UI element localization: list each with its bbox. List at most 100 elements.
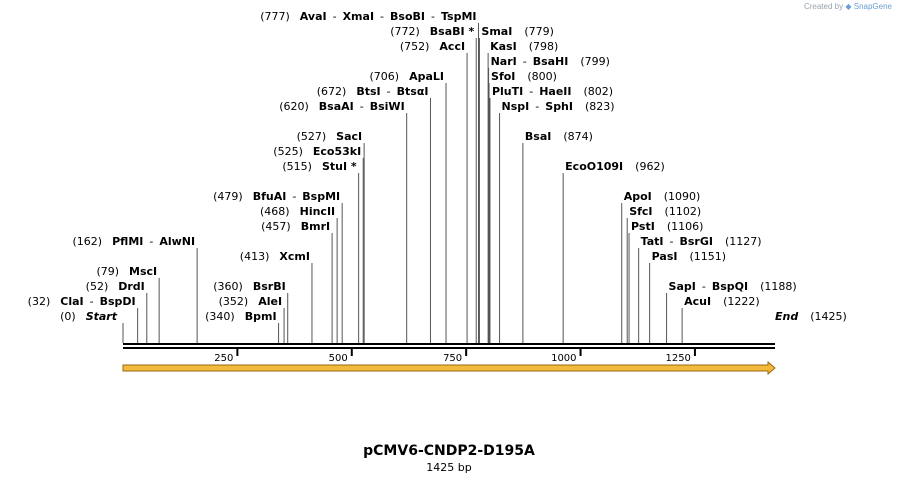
enzyme-name: AvaI bbox=[300, 10, 327, 23]
enzyme-name: ApaLI bbox=[409, 70, 444, 83]
credit-prefix: Created by bbox=[803, 2, 844, 11]
enzyme-name: BsaI bbox=[525, 130, 551, 143]
site-position-label: (706) bbox=[370, 70, 400, 83]
enzyme-name: NarI bbox=[491, 55, 517, 68]
enzyme-name: HaeII bbox=[539, 85, 571, 98]
scale-tick-label: 250 bbox=[214, 353, 233, 364]
site-position-label: (1102) bbox=[665, 205, 702, 218]
enzyme-name: HincII bbox=[300, 205, 336, 218]
site-position-label: (479) bbox=[213, 190, 243, 203]
scale-tick-label: 750 bbox=[443, 353, 462, 364]
enzyme-name: BsiWI bbox=[370, 100, 405, 113]
site-position-label: (413) bbox=[240, 250, 270, 263]
scale-tick-label: 500 bbox=[329, 353, 348, 364]
enzyme-name: XcmI bbox=[279, 250, 310, 263]
enzyme-separator: - bbox=[670, 235, 674, 248]
enzyme-name: XmaI bbox=[343, 10, 374, 23]
enzyme-name: SacI bbox=[336, 130, 362, 143]
enzyme-separator: - bbox=[360, 100, 364, 113]
site-position-label: (79) bbox=[96, 265, 119, 278]
enzyme-name: SfcI bbox=[629, 205, 652, 218]
site-position-label: (525) bbox=[273, 145, 303, 158]
site-position-label: (772) bbox=[390, 25, 420, 38]
snapgene-credit: Created by ◆ SnapGene bbox=[804, 2, 892, 11]
enzyme-name: BtsαI bbox=[397, 85, 429, 98]
enzyme-name: PstI bbox=[631, 220, 655, 233]
enzyme-name: BsaAI bbox=[319, 100, 354, 113]
enzyme-separator: - bbox=[535, 100, 539, 113]
site-position-label: (340) bbox=[205, 310, 235, 323]
enzyme-name: AleI bbox=[258, 295, 282, 308]
enzyme-name: Eco53kI bbox=[313, 145, 361, 158]
feature-arrow bbox=[122, 360, 776, 376]
enzyme-name: TspMI bbox=[441, 10, 477, 23]
enzyme-name: SfoI bbox=[491, 70, 515, 83]
scale-tick-label: 1000 bbox=[551, 353, 576, 364]
site-position-label: (1222) bbox=[723, 295, 760, 308]
enzyme-name: SapI bbox=[669, 280, 696, 293]
site-position-label: (527) bbox=[297, 130, 327, 143]
site-position-label: (515) bbox=[282, 160, 312, 173]
enzyme-name: Start bbox=[86, 310, 118, 323]
enzyme-separator: - bbox=[523, 55, 527, 68]
enzyme-name: AcuI bbox=[684, 295, 711, 308]
site-position-label: (799) bbox=[580, 55, 610, 68]
enzyme-name: StuI * bbox=[322, 160, 357, 173]
enzyme-name: BsrBI bbox=[253, 280, 286, 293]
enzyme-separator: - bbox=[702, 280, 706, 293]
enzyme-name: BspDI bbox=[100, 295, 136, 308]
site-position-label: (1425) bbox=[810, 310, 847, 323]
site-position-label: (962) bbox=[635, 160, 665, 173]
enzyme-name: BtsI bbox=[356, 85, 380, 98]
site-position-label: (672) bbox=[317, 85, 347, 98]
site-position-label: (457) bbox=[261, 220, 291, 233]
enzyme-name: PflMI bbox=[112, 235, 143, 248]
enzyme-name: BspQI bbox=[712, 280, 748, 293]
enzyme-name: BsoBI bbox=[390, 10, 425, 23]
enzyme-name: AlwNI bbox=[159, 235, 195, 248]
enzyme-name: BspMI bbox=[302, 190, 340, 203]
enzyme-name: MscI bbox=[129, 265, 157, 278]
enzyme-name: End bbox=[775, 310, 798, 323]
site-position-label: (1090) bbox=[664, 190, 701, 203]
site-position-label: (162) bbox=[73, 235, 103, 248]
site-position-label: (32) bbox=[28, 295, 51, 308]
enzyme-name: ApoI bbox=[624, 190, 652, 203]
enzyme-name: SmaI bbox=[481, 25, 512, 38]
site-position-label: (798) bbox=[529, 40, 559, 53]
scale-tick-label: 1250 bbox=[665, 353, 690, 364]
enzyme-name: SphI bbox=[545, 100, 573, 113]
enzyme-separator: - bbox=[149, 235, 153, 248]
site-position-label: (874) bbox=[563, 130, 593, 143]
enzyme-name: BsrGI bbox=[679, 235, 712, 248]
site-position-label: (468) bbox=[260, 205, 290, 218]
site-position-label: (777) bbox=[260, 10, 290, 23]
enzyme-name: BpmI bbox=[245, 310, 277, 323]
enzyme-name: BsaHI bbox=[533, 55, 569, 68]
enzyme-name: KasI bbox=[490, 40, 517, 53]
site-position-label: (752) bbox=[400, 40, 430, 53]
enzyme-name: ClaI bbox=[60, 295, 83, 308]
enzyme-name: BmrI bbox=[301, 220, 330, 233]
enzyme-name: AccI bbox=[439, 40, 465, 53]
plasmid-length: 1425 bp bbox=[426, 461, 472, 474]
site-position-label: (823) bbox=[585, 100, 615, 113]
enzyme-separator: - bbox=[333, 10, 337, 23]
enzyme-separator: - bbox=[90, 295, 94, 308]
enzyme-name: TatI bbox=[641, 235, 664, 248]
enzyme-name: PasI bbox=[652, 250, 678, 263]
site-position-label: (802) bbox=[583, 85, 613, 98]
enzyme-name: BfuAI bbox=[253, 190, 287, 203]
site-position-label: (352) bbox=[219, 295, 249, 308]
enzyme-separator: - bbox=[529, 85, 533, 98]
site-position-label: (779) bbox=[524, 25, 554, 38]
plasmid-name: pCMV6-CNDP2-D195A bbox=[363, 443, 535, 459]
site-position-label: (52) bbox=[86, 280, 109, 293]
site-position-label: (800) bbox=[527, 70, 557, 83]
enzyme-separator: - bbox=[380, 10, 384, 23]
snapgene-logo-icon: ◆ bbox=[845, 2, 852, 11]
enzyme-name: NspI bbox=[502, 100, 530, 113]
site-position-label: (0) bbox=[60, 310, 76, 323]
enzyme-separator: - bbox=[387, 85, 391, 98]
site-position-label: (1127) bbox=[725, 235, 762, 248]
